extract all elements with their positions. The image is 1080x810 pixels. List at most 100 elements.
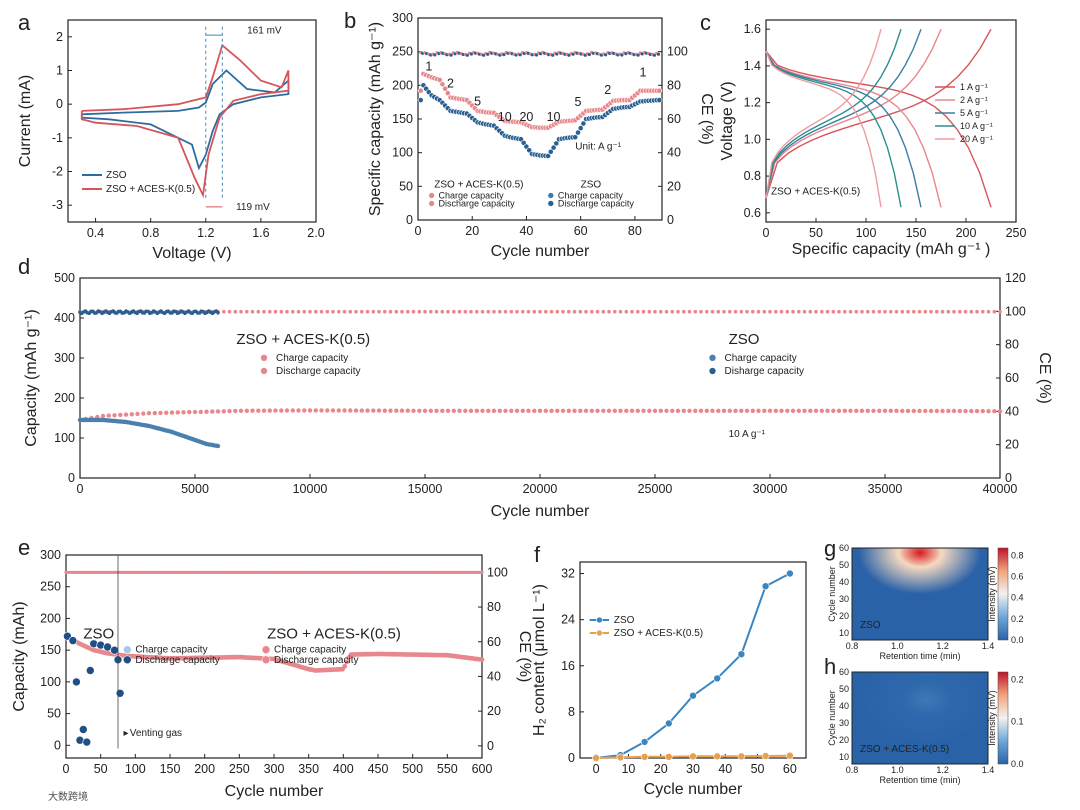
capacity-point — [583, 408, 589, 413]
y2-tick-label: 0 — [487, 739, 494, 753]
ce-point — [440, 309, 445, 314]
ce-point — [273, 309, 278, 314]
capacity-point — [129, 412, 134, 417]
ce-point — [360, 309, 364, 314]
capacity-point — [532, 408, 537, 413]
capacity-point — [577, 125, 584, 132]
ce-point — [837, 309, 841, 314]
x-tick-label: 500 — [402, 762, 423, 776]
x-tick-label: 0.8 — [846, 641, 859, 651]
annotation: ZSO + ACES-K(0.5) — [434, 180, 523, 191]
ce-point — [555, 52, 559, 56]
ce-point — [595, 309, 600, 314]
capacity-point — [974, 408, 980, 414]
data-point — [664, 719, 673, 728]
ce-point — [417, 309, 422, 314]
capacity-point — [773, 408, 778, 413]
ce-point — [337, 309, 341, 314]
capacity-point — [110, 645, 119, 655]
ce-point — [325, 309, 330, 314]
x-tick-label: 20000 — [523, 482, 558, 496]
rate-label: 1 — [425, 60, 432, 74]
x-axis-title: Cycle number — [491, 503, 590, 520]
ce-point — [319, 309, 324, 314]
x-tick-label: 100 — [856, 226, 877, 240]
capacity-point — [457, 408, 462, 413]
ce-point — [693, 309, 698, 314]
y-tick-label: 0 — [68, 471, 75, 485]
y-tick-label: 32 — [561, 567, 575, 581]
data-point — [640, 752, 649, 761]
x-tick-label: 50 — [94, 762, 108, 776]
y-tick-label: 30 — [839, 594, 849, 604]
ce-point — [526, 309, 531, 314]
ce-point — [935, 309, 939, 314]
legend-marker — [123, 655, 132, 665]
ce-point — [739, 309, 744, 314]
capacity-point — [813, 408, 819, 413]
capacity-point — [261, 408, 267, 413]
legend-marker — [261, 645, 271, 655]
rate-label: 5 — [474, 95, 481, 109]
ce-point — [848, 309, 853, 314]
ce-point — [670, 309, 675, 314]
ce-point — [482, 53, 486, 57]
x-tick-label: 150 — [160, 762, 181, 776]
ce-point — [620, 53, 624, 57]
ce-point — [768, 309, 772, 314]
capacity-point — [894, 408, 899, 413]
x-tick-label: 15000 — [408, 482, 443, 496]
y-tick-label: 16 — [561, 659, 575, 673]
capacity-point — [112, 413, 117, 418]
capacity-point — [871, 408, 876, 413]
capacity-point — [417, 97, 424, 103]
ce-point — [986, 309, 991, 314]
capacity-point — [238, 408, 244, 413]
heatmap-label: ZSO — [860, 620, 881, 631]
capacity-point — [848, 408, 853, 413]
ce-point — [250, 309, 255, 314]
capacity-point — [618, 408, 623, 413]
capacity-point — [503, 408, 508, 413]
ce-point — [285, 309, 289, 314]
ce-point — [423, 309, 427, 314]
capacity-point — [543, 408, 548, 413]
legend-label: Charge capacity — [276, 353, 348, 364]
ce-point — [843, 309, 847, 314]
capacity-point — [658, 408, 663, 413]
capacity-point — [388, 408, 393, 413]
x-tick-label: 60 — [574, 224, 588, 238]
y2-tick-label: 40 — [1005, 404, 1019, 418]
plot-frame — [851, 671, 989, 765]
ce-point — [653, 309, 657, 314]
capacity-point — [215, 409, 221, 414]
capacity-point — [963, 408, 968, 414]
data-point — [737, 650, 746, 659]
capacity-point — [290, 408, 295, 413]
y-tick-label: 200 — [40, 611, 61, 625]
y-tick-label: 100 — [40, 675, 61, 689]
x-tick-label: 1.6 — [252, 226, 269, 240]
ce-point — [940, 309, 945, 314]
x-tick-label: 30000 — [753, 482, 788, 496]
capacity-point — [744, 408, 750, 413]
capacity-point — [698, 408, 704, 413]
x-tick-label: 0.8 — [142, 226, 159, 240]
ce-point — [779, 309, 784, 314]
ce-point — [604, 53, 608, 57]
panel-label: c — [700, 10, 711, 35]
legend-label: 5 A g⁻¹ — [960, 108, 988, 118]
data-point — [689, 752, 697, 761]
data-point — [592, 754, 600, 762]
ce-point — [652, 53, 657, 57]
y-tick-label: -1 — [52, 131, 63, 145]
capacity-point — [399, 408, 405, 413]
ce-point — [502, 53, 506, 57]
capacity-point — [831, 408, 836, 413]
capacity-point — [479, 657, 485, 663]
capacity-point — [526, 408, 531, 413]
y2-tick-label: 120 — [1005, 271, 1026, 285]
capacity-point — [474, 408, 479, 413]
ce-point — [636, 53, 640, 57]
capacity-point — [566, 408, 571, 413]
